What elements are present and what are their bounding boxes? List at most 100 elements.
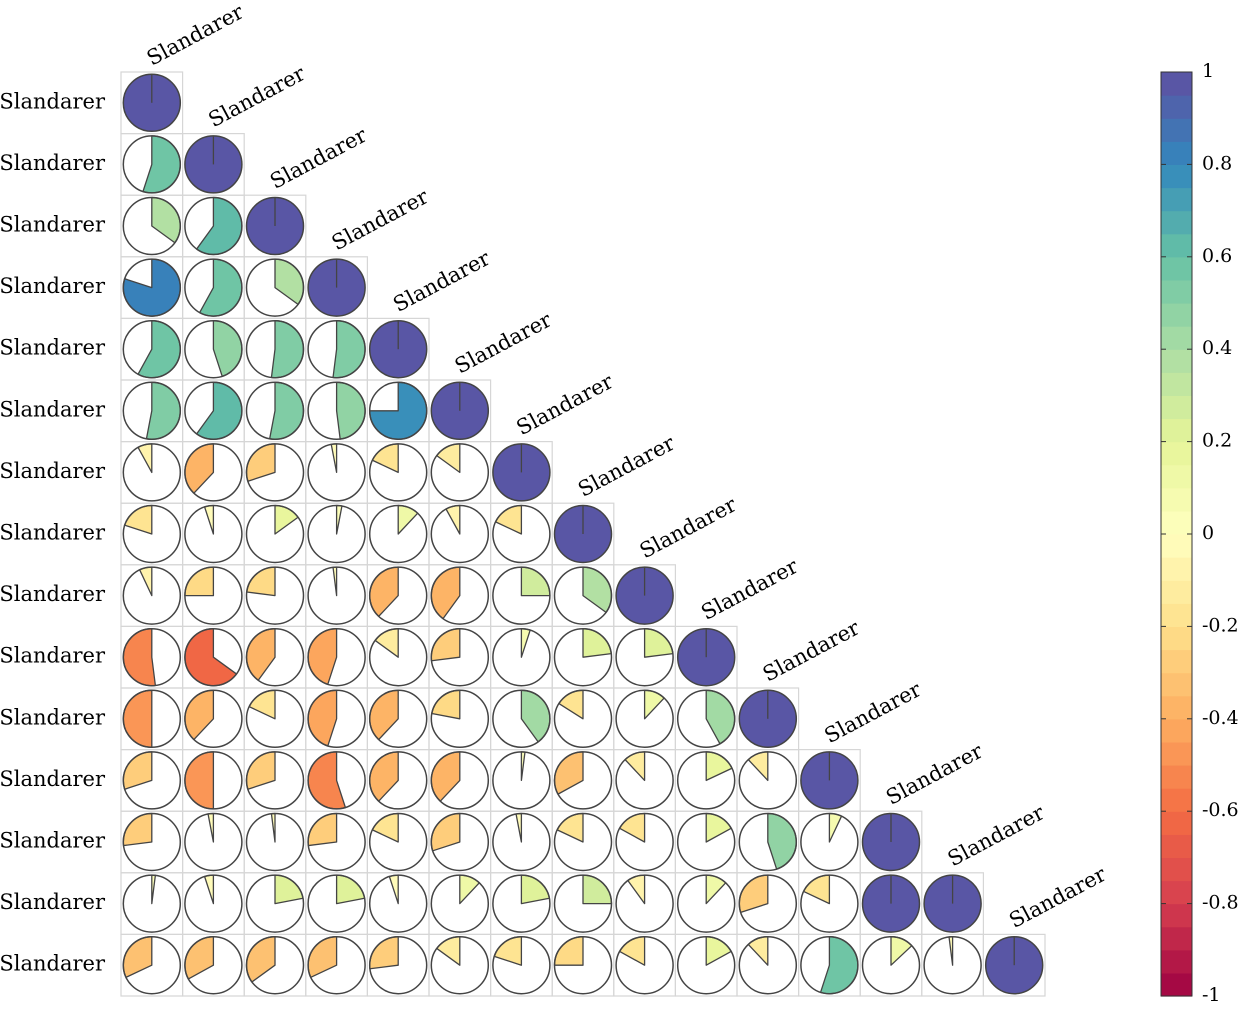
colorbar-segment [1161, 233, 1192, 258]
pie-cell [676, 935, 736, 995]
pie-cell [122, 319, 182, 379]
pie-outline [307, 812, 366, 872]
pie-cell [307, 258, 366, 317]
pie-cell [984, 935, 1044, 995]
colorbar-segment [1161, 580, 1192, 604]
colorbar-segment [1161, 464, 1192, 489]
column-label: Slandarer [944, 800, 1049, 871]
pie-outline [245, 566, 305, 625]
pie-cell [122, 504, 182, 564]
row-label: Slandarer [0, 952, 106, 976]
colorbar-segment [1161, 326, 1192, 350]
pie-cell [492, 935, 551, 995]
pie-outline [368, 874, 428, 933]
column-label: Slandarer [820, 677, 925, 748]
colorbar-tick-label: -0.2 [1202, 614, 1239, 636]
colorbar-segment [1161, 534, 1192, 558]
pie-outline [430, 689, 490, 749]
row-label: Slandarer [0, 829, 106, 853]
pie-cell [245, 566, 305, 625]
pie-outline [615, 751, 674, 810]
colorbar-segment [1161, 279, 1192, 304]
pie-outline [615, 566, 674, 625]
pie-cell [861, 812, 921, 872]
pie-cell [738, 874, 798, 933]
pie-outline [738, 689, 798, 749]
pie-outline [492, 689, 551, 749]
pie-outline [430, 751, 490, 810]
pie-slice [122, 812, 153, 847]
pie-cell [307, 443, 366, 502]
pie-outline [615, 935, 674, 995]
pie-outline [307, 566, 366, 625]
pie-cell [122, 874, 182, 933]
pie-cell [492, 874, 551, 933]
row-label: Slandarer [0, 767, 106, 791]
pie-cell [245, 504, 305, 564]
pie-outline [368, 319, 428, 379]
pie-cell [492, 566, 551, 625]
pie-outline [430, 812, 490, 872]
colorbar-segment [1161, 649, 1192, 674]
pie-cell [184, 751, 243, 810]
pie-cell [245, 874, 305, 933]
colorbar-tick-label: -1 [1202, 984, 1221, 1006]
pie-outline [122, 935, 182, 995]
pie-outline [738, 812, 798, 872]
pie-outline [245, 381, 305, 441]
pie-outline [122, 135, 182, 194]
colorbar-segment [1161, 949, 1192, 974]
pie-outline [245, 751, 305, 810]
row-label: Slandarer [0, 644, 106, 668]
pie-outline [307, 689, 366, 749]
pie-outline [184, 319, 243, 379]
pie-outline [184, 443, 243, 502]
pie-outline [245, 812, 305, 872]
pie-cell [430, 627, 490, 687]
colorbar-segment [1161, 95, 1192, 119]
pie-outline [430, 504, 490, 564]
pie-cell [307, 566, 366, 625]
pie-outline [245, 627, 305, 687]
pie-cell [430, 504, 490, 564]
pie-outline [368, 627, 428, 687]
pie-cell [738, 812, 798, 872]
pie-outline [553, 566, 613, 625]
pie-cell [430, 443, 490, 502]
row-label: Slandarer [0, 274, 106, 298]
column-label: Slandarer [882, 738, 987, 809]
pie-cell [800, 812, 859, 872]
pie-outline [492, 627, 551, 687]
pie-cell [122, 935, 182, 995]
pie-outline [307, 751, 366, 810]
colorbar-segment [1161, 718, 1192, 743]
pie-outline [122, 196, 182, 256]
pie-outline [122, 381, 182, 441]
pie-cell [184, 381, 243, 441]
row-label: Slandarer [0, 397, 106, 421]
colorbar-segment [1161, 210, 1192, 235]
colorbar-segment [1161, 510, 1192, 535]
pie-cell [184, 935, 243, 995]
colorbar-segment [1161, 857, 1192, 882]
column-label: Slandarer [143, 0, 248, 70]
pie-cell [368, 319, 428, 379]
pie-outline [245, 935, 305, 995]
pie-outline [553, 874, 613, 933]
colorbar-tick-label: 0.6 [1202, 245, 1232, 267]
pie-cell [553, 812, 613, 872]
pie-cell [245, 381, 305, 441]
colorbar-segment [1161, 487, 1192, 512]
pie-cell [184, 566, 243, 625]
pie-cell [245, 751, 305, 810]
pie-cell [430, 751, 490, 810]
pie-cell [492, 627, 551, 687]
pie-cell [122, 196, 182, 256]
pie-cell [738, 935, 798, 995]
pie-cell [184, 135, 243, 194]
pie-outline [800, 874, 859, 933]
pie-outline [800, 751, 859, 810]
pie-outline [122, 258, 182, 317]
colorbar-tick-label: -0.8 [1202, 892, 1239, 914]
colorbar-segment [1161, 695, 1192, 720]
